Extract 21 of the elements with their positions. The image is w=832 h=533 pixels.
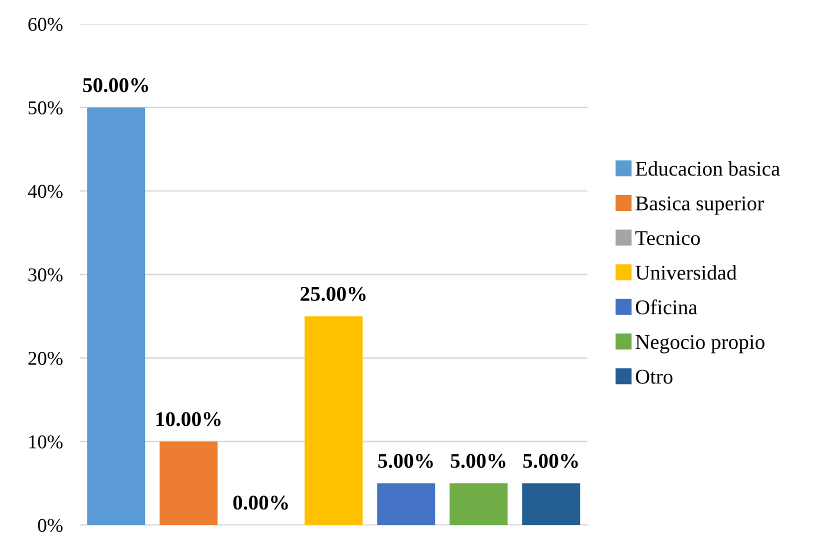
y-tick-label: 50% [28, 101, 63, 114]
legend-label: Negocio propio [636, 335, 764, 354]
data-label: 25.00% [300, 286, 366, 301]
legend-label: Educacion basica [636, 161, 780, 176]
y-tick-label: 10% [29, 435, 63, 449]
data-label: 50.00% [83, 78, 148, 92]
legend-label: Universidad [635, 265, 737, 280]
data-label: 5.00% [450, 454, 506, 468]
data-label: 5.00% [523, 454, 578, 468]
data-label: 5.00% [378, 454, 433, 468]
data-label: 10.00% [156, 412, 221, 426]
legend-label: Tecnico [635, 231, 700, 246]
y-tick-label: 20% [28, 352, 63, 365]
y-tick-label: 40% [28, 184, 63, 198]
legend-label: Otro [636, 370, 672, 384]
legend-label: Basica superior [636, 196, 764, 215]
y-tick-label: 30% [28, 268, 63, 282]
legend-label: Oficina [636, 300, 698, 314]
data-label: 0.00% [233, 496, 288, 510]
y-tick-label: 0% [38, 518, 63, 532]
y-tick-label: 60% [28, 18, 63, 31]
